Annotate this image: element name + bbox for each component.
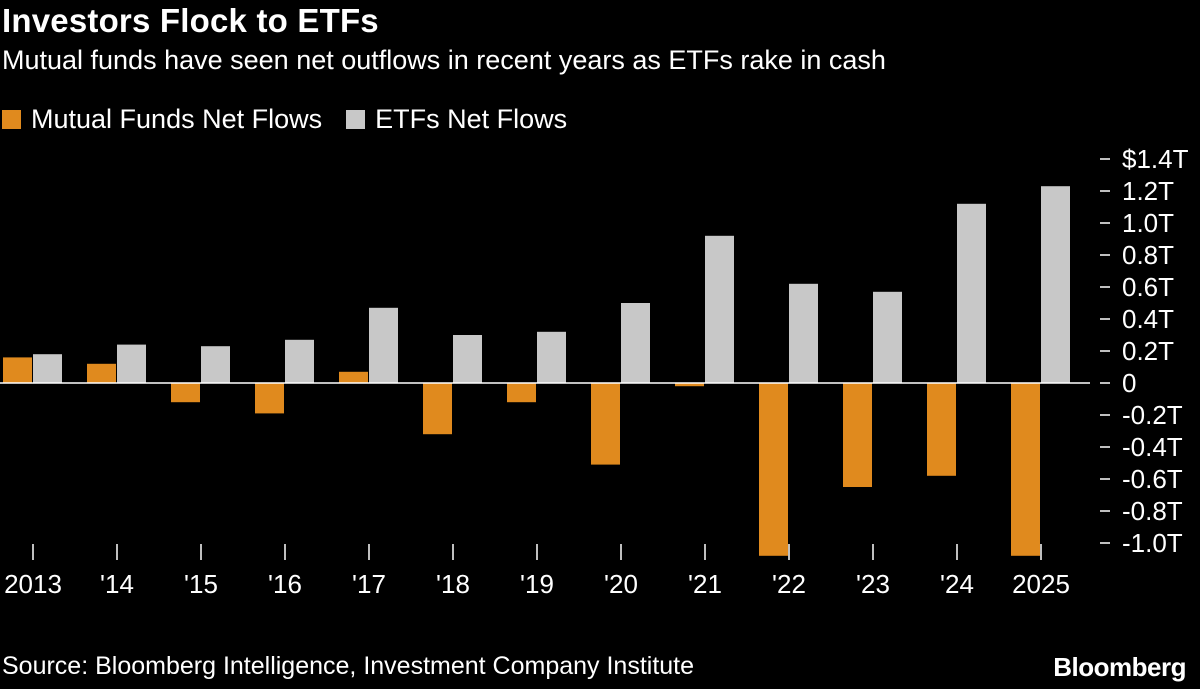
y-tick-label-2: 1.0T bbox=[1122, 208, 1174, 238]
bar-etfs-8 bbox=[705, 235, 734, 383]
x-tick-label-0: 2013 bbox=[4, 569, 62, 599]
x-tick-label-3: '16 bbox=[268, 569, 302, 599]
x-tick-label-1: '14 bbox=[100, 569, 134, 599]
bar-etfs-4 bbox=[369, 307, 398, 383]
bar-etfs-9 bbox=[789, 283, 818, 383]
x-tick-label-8: '21 bbox=[688, 569, 722, 599]
legend-item-mutual-funds: Mutual Funds Net Flows bbox=[2, 104, 322, 135]
x-tick-label-6: '19 bbox=[520, 569, 554, 599]
x-tick-label-2: '15 bbox=[184, 569, 218, 599]
bar-mutual-funds-12 bbox=[1011, 383, 1040, 556]
bar-mutual-funds-1 bbox=[87, 363, 116, 383]
y-tick-label-4: 0.6T bbox=[1122, 272, 1174, 302]
y-tick-label-5: 0.4T bbox=[1122, 304, 1174, 334]
x-tick-label-9: '22 bbox=[772, 569, 806, 599]
bar-etfs-6 bbox=[537, 331, 566, 383]
bar-etfs-0 bbox=[33, 354, 62, 383]
legend-swatch-etfs bbox=[346, 109, 366, 129]
bar-mutual-funds-5 bbox=[423, 383, 452, 435]
bar-mutual-funds-3 bbox=[255, 383, 284, 414]
x-tick-label-7: '20 bbox=[604, 569, 638, 599]
bar-mutual-funds-4 bbox=[339, 371, 368, 383]
bar-mutual-funds-7 bbox=[591, 383, 620, 465]
bar-etfs-5 bbox=[453, 335, 482, 383]
legend: Mutual Funds Net Flows ETFs Net Flows bbox=[2, 102, 591, 136]
y-tick-label-12: -1.0T bbox=[1122, 528, 1183, 558]
y-tick-label-3: 0.8T bbox=[1122, 240, 1174, 270]
source-note: Source: Bloomberg Intelligence, Investme… bbox=[2, 652, 695, 680]
legend-swatch-mutual-funds bbox=[2, 109, 21, 129]
bar-mutual-funds-9 bbox=[759, 383, 788, 556]
bar-mutual-funds-10 bbox=[843, 383, 872, 487]
bar-etfs-11 bbox=[957, 203, 986, 383]
y-tick-label-9: -0.4T bbox=[1122, 432, 1183, 462]
bar-mutual-funds-6 bbox=[507, 383, 536, 403]
y-tick-label-10: -0.6T bbox=[1122, 464, 1183, 494]
x-tick-label-10: '23 bbox=[856, 569, 890, 599]
x-tick-label-5: '18 bbox=[436, 569, 470, 599]
bar-etfs-2 bbox=[201, 346, 230, 383]
legend-label-mutual-funds: Mutual Funds Net Flows bbox=[31, 103, 323, 134]
bar-etfs-3 bbox=[285, 339, 314, 383]
bar-mutual-funds-8 bbox=[675, 383, 704, 387]
bar-etfs-1 bbox=[117, 344, 146, 383]
bloomberg-logo: Bloomberg bbox=[1053, 652, 1186, 682]
y-tick-label-1: 1.2T bbox=[1122, 176, 1174, 206]
bar-mutual-funds-11 bbox=[927, 383, 956, 476]
x-tick-label-4: '17 bbox=[352, 569, 386, 599]
bar-etfs-10 bbox=[873, 291, 902, 383]
bar-mutual-funds-2 bbox=[171, 383, 200, 403]
legend-item-etfs: ETFs Net Flows bbox=[346, 104, 567, 135]
x-tick-label-12: 2025 bbox=[1012, 569, 1070, 599]
chart-subtitle: Mutual funds have seen net outflows in r… bbox=[2, 45, 886, 75]
y-tick-label-6: 0.2T bbox=[1122, 336, 1174, 366]
x-tick-label-11: '24 bbox=[940, 569, 974, 599]
y-tick-label-0: $1.4T bbox=[1122, 144, 1189, 174]
y-tick-label-7: 0 bbox=[1122, 368, 1136, 398]
chart-title: Investors Flock to ETFs bbox=[2, 2, 379, 39]
legend-label-etfs: ETFs Net Flows bbox=[375, 103, 568, 134]
y-tick-label-8: -0.2T bbox=[1122, 400, 1183, 430]
bar-etfs-12 bbox=[1041, 186, 1070, 383]
y-tick-label-11: -0.8T bbox=[1122, 496, 1183, 526]
bar-mutual-funds-0 bbox=[3, 357, 32, 383]
bar-etfs-7 bbox=[621, 303, 650, 383]
